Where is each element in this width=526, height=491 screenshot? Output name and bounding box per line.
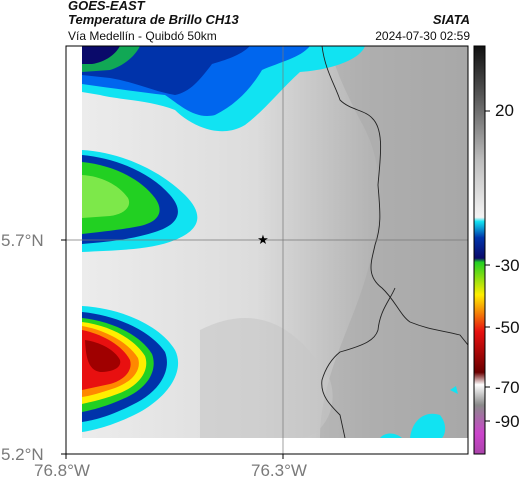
route-subtitle: Vía Medellín - Quibdó 50km: [68, 29, 217, 43]
lat-tick-label: 5.7°N: [1, 231, 44, 250]
southern-shade: [200, 318, 333, 438]
colorbar-tick-label: -90: [495, 412, 520, 431]
cloud-patch-small: [450, 386, 458, 394]
lat-tick-label: 5.2°N: [1, 445, 44, 464]
axes-frame: [65, 45, 469, 455]
cloud-middle-left: [82, 150, 198, 252]
satellite-title: GOES-EAST: [68, 0, 145, 13]
colorbar-tick-label: -30: [495, 256, 520, 275]
org-label: SIATA: [432, 12, 470, 27]
boundary-line-east: [321, 46, 468, 346]
lon-tick-label: 76.3°W: [251, 461, 307, 480]
satellite-image: [82, 46, 468, 438]
lon-tick-label: 76.8°W: [34, 461, 90, 480]
eastern-region-shade: [320, 46, 468, 438]
cloud-patch-bottom: [380, 433, 402, 438]
cloud-patch-bottom-right: [410, 413, 446, 438]
product-title: Temperatura de Brillo CH13: [68, 12, 239, 27]
timestamp: 2024-07-30 02:59: [375, 29, 470, 43]
cloud-lower-left: [82, 306, 179, 432]
colorbar-tick-label: -50: [495, 318, 520, 337]
star-icon: ★: [257, 233, 269, 248]
colorbar: [473, 45, 486, 455]
colorbar-tick-label: -70: [495, 378, 520, 397]
colorbar-tick-label: 20: [495, 101, 514, 120]
boundary-line-south: [321, 287, 396, 438]
cloud-top-left: [82, 46, 365, 132]
